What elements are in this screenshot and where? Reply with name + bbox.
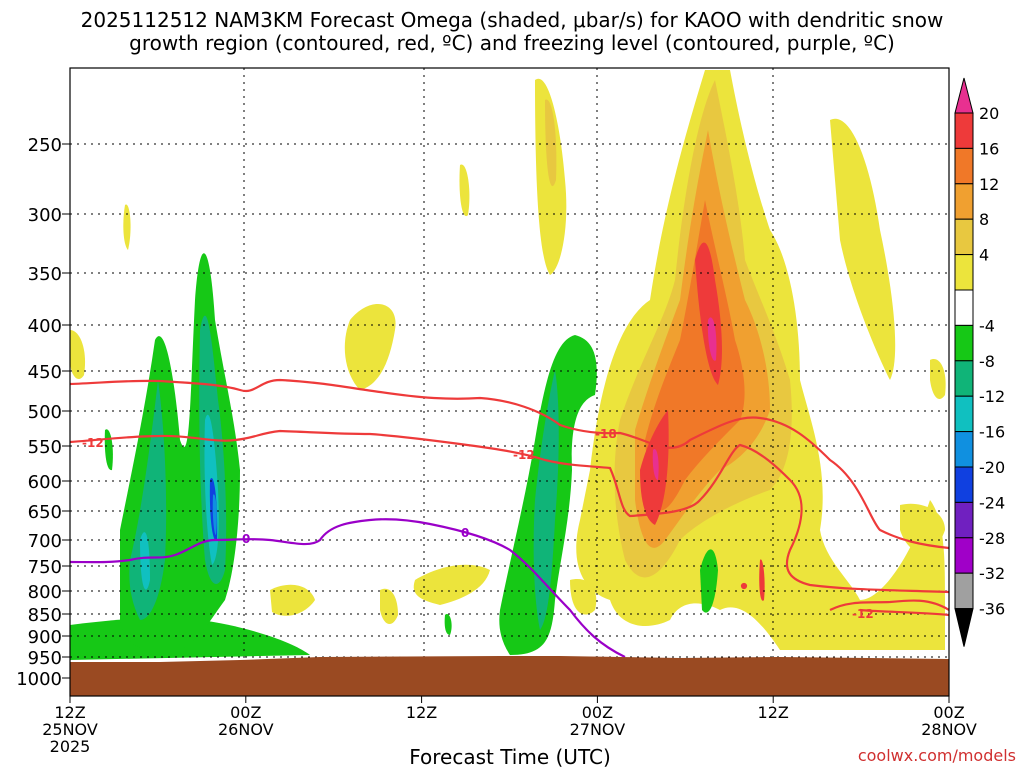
omega-band-darkorange	[645, 200, 745, 511]
colorbar-tick-label: 16	[979, 139, 999, 158]
colorbar-swatch	[954, 395, 974, 433]
x-tick-label: 28NOV	[921, 720, 977, 739]
omega-band-green	[700, 549, 718, 613]
credit-text: coolwx.com/models	[857, 746, 1016, 765]
omega-band-yellow	[830, 118, 896, 380]
omega-band-yellow	[270, 584, 315, 616]
colorbar-tick-label: -4	[979, 316, 995, 335]
colorbar-swatch	[954, 608, 974, 647]
plot-frame	[69, 67, 950, 697]
y-tick-label: 450	[28, 362, 62, 383]
dgz-label-12-left: -12	[82, 436, 104, 450]
dgz-label-12-right: -12	[852, 607, 874, 621]
colorbar-swatch	[954, 572, 974, 610]
colorbar-swatch	[954, 431, 974, 468]
colorbar-tick-label: -32	[979, 564, 1005, 583]
dgz-label-12-mid: -12	[513, 448, 535, 462]
y-tick-label: 400	[28, 316, 62, 337]
y-tick-label: 350	[28, 264, 62, 285]
colorbar-tick-label: -16	[979, 423, 1005, 442]
y-tick-label: 1000	[16, 669, 62, 690]
colorbar-swatch	[954, 183, 974, 220]
x-tick-label: 12Z	[54, 703, 85, 722]
y-tick-label: 300	[28, 205, 62, 226]
y-tick-label: 650	[28, 502, 62, 523]
omega-core-magenta	[652, 449, 659, 480]
freezing-level-contour	[70, 518, 626, 658]
omega-shading	[70, 70, 946, 660]
colorbar-tick-label: -20	[979, 458, 1005, 477]
x-tick-label: 25NOV	[42, 720, 98, 739]
x-tick-label: 2025	[50, 737, 91, 756]
freezing-label-right: 0	[461, 526, 469, 540]
colorbar-swatch	[954, 466, 974, 503]
omega-band-gold	[545, 99, 557, 187]
omega-band-yellow	[413, 564, 490, 605]
colorbar-swatch	[954, 77, 974, 114]
omega-band-green	[444, 614, 452, 635]
x-tick-label: 00Z	[230, 703, 261, 722]
omega-core-magenta	[707, 317, 717, 361]
omega-band-yellow	[459, 164, 470, 217]
colorbar-tick-label: -28	[979, 529, 1005, 548]
chart-title-line1: 2025112512 NAM3KM Forecast Omega (shaded…	[80, 8, 944, 32]
omega-band-blue	[212, 494, 217, 535]
colorbar-swatch	[954, 147, 974, 185]
x-axis-label: Forecast Time (UTC)	[409, 745, 611, 769]
colorbar-tick-label: -36	[979, 600, 1005, 619]
omega-band-yellow	[570, 579, 597, 615]
y-tick-label: 500	[28, 402, 62, 423]
omega-band-yellow	[70, 330, 86, 380]
colorbar-swatch	[954, 218, 974, 256]
colorbar-tick-label: -12	[979, 387, 1005, 406]
omega-band-yellow	[930, 359, 946, 400]
colorbar-swatch	[954, 537, 974, 574]
y-tick-label: 700	[28, 531, 62, 552]
colorbar-swatch	[954, 254, 974, 291]
freezing-label-left: 0	[242, 532, 250, 546]
terrain	[70, 656, 949, 696]
omega-band-red	[759, 559, 765, 601]
x-tick-label: 00Z	[582, 703, 613, 722]
colorbar-swatch	[954, 501, 974, 539]
y-tick-label: 800	[28, 582, 62, 603]
colorbar-tick-label: -24	[979, 493, 1005, 512]
x-tick-label: 26NOV	[218, 720, 274, 739]
y-axis-ticks: 2503003504004505005506006507007508008509…	[16, 135, 70, 690]
y-tick-label: 550	[28, 437, 62, 458]
omega-band-cyan	[140, 532, 150, 590]
chart-title-line2: growth region (contoured, red, ºC) and f…	[129, 31, 895, 55]
omega-band-yellow	[380, 588, 398, 625]
colorbar: 20 16 12 8 4 -4 -8 -12 -16 -20 -24 -28 -32 -36	[954, 77, 1005, 647]
colorbar-tick-label: 8	[979, 210, 989, 229]
y-tick-label: 850	[28, 605, 62, 626]
x-tick-label: 12Z	[406, 703, 437, 722]
y-tick-label: 250	[28, 135, 62, 156]
x-tick-label: 12Z	[758, 703, 789, 722]
omega-band-teal	[533, 370, 559, 630]
colorbar-swatch	[954, 112, 974, 149]
omega-band-yellow	[123, 204, 131, 250]
colorbar-tick-label: 4	[979, 246, 989, 265]
omega-band-teal	[129, 380, 167, 620]
colorbar-tick-label: 12	[979, 175, 999, 194]
x-tick-label: 27NOV	[570, 720, 626, 739]
dgz-contours	[70, 378, 949, 617]
colorbar-swatch	[954, 324, 974, 362]
x-tick-label: 00Z	[933, 703, 964, 722]
colorbar-tick-label: -8	[979, 352, 995, 371]
y-tick-label: 750	[28, 557, 62, 578]
dgz-label-18: -18	[595, 427, 617, 441]
colorbar-tick-label: 20	[979, 104, 999, 123]
y-tick-label: 900	[28, 627, 62, 648]
colorbar-swatch	[954, 360, 974, 397]
y-tick-label: 600	[28, 472, 62, 493]
colorbar-swatch	[954, 289, 974, 326]
y-tick-label: 950	[28, 648, 62, 669]
